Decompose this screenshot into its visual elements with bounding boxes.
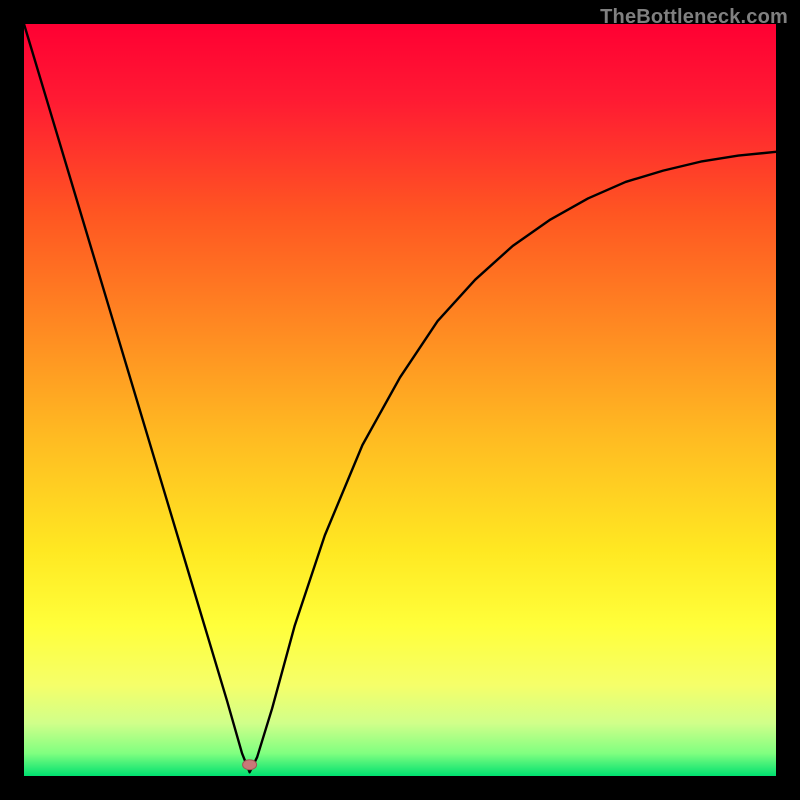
watermark-text: TheBottleneck.com <box>600 6 788 29</box>
optimal-point-marker <box>243 760 257 770</box>
bottleneck-chart <box>0 0 800 800</box>
chart-container <box>0 0 800 800</box>
